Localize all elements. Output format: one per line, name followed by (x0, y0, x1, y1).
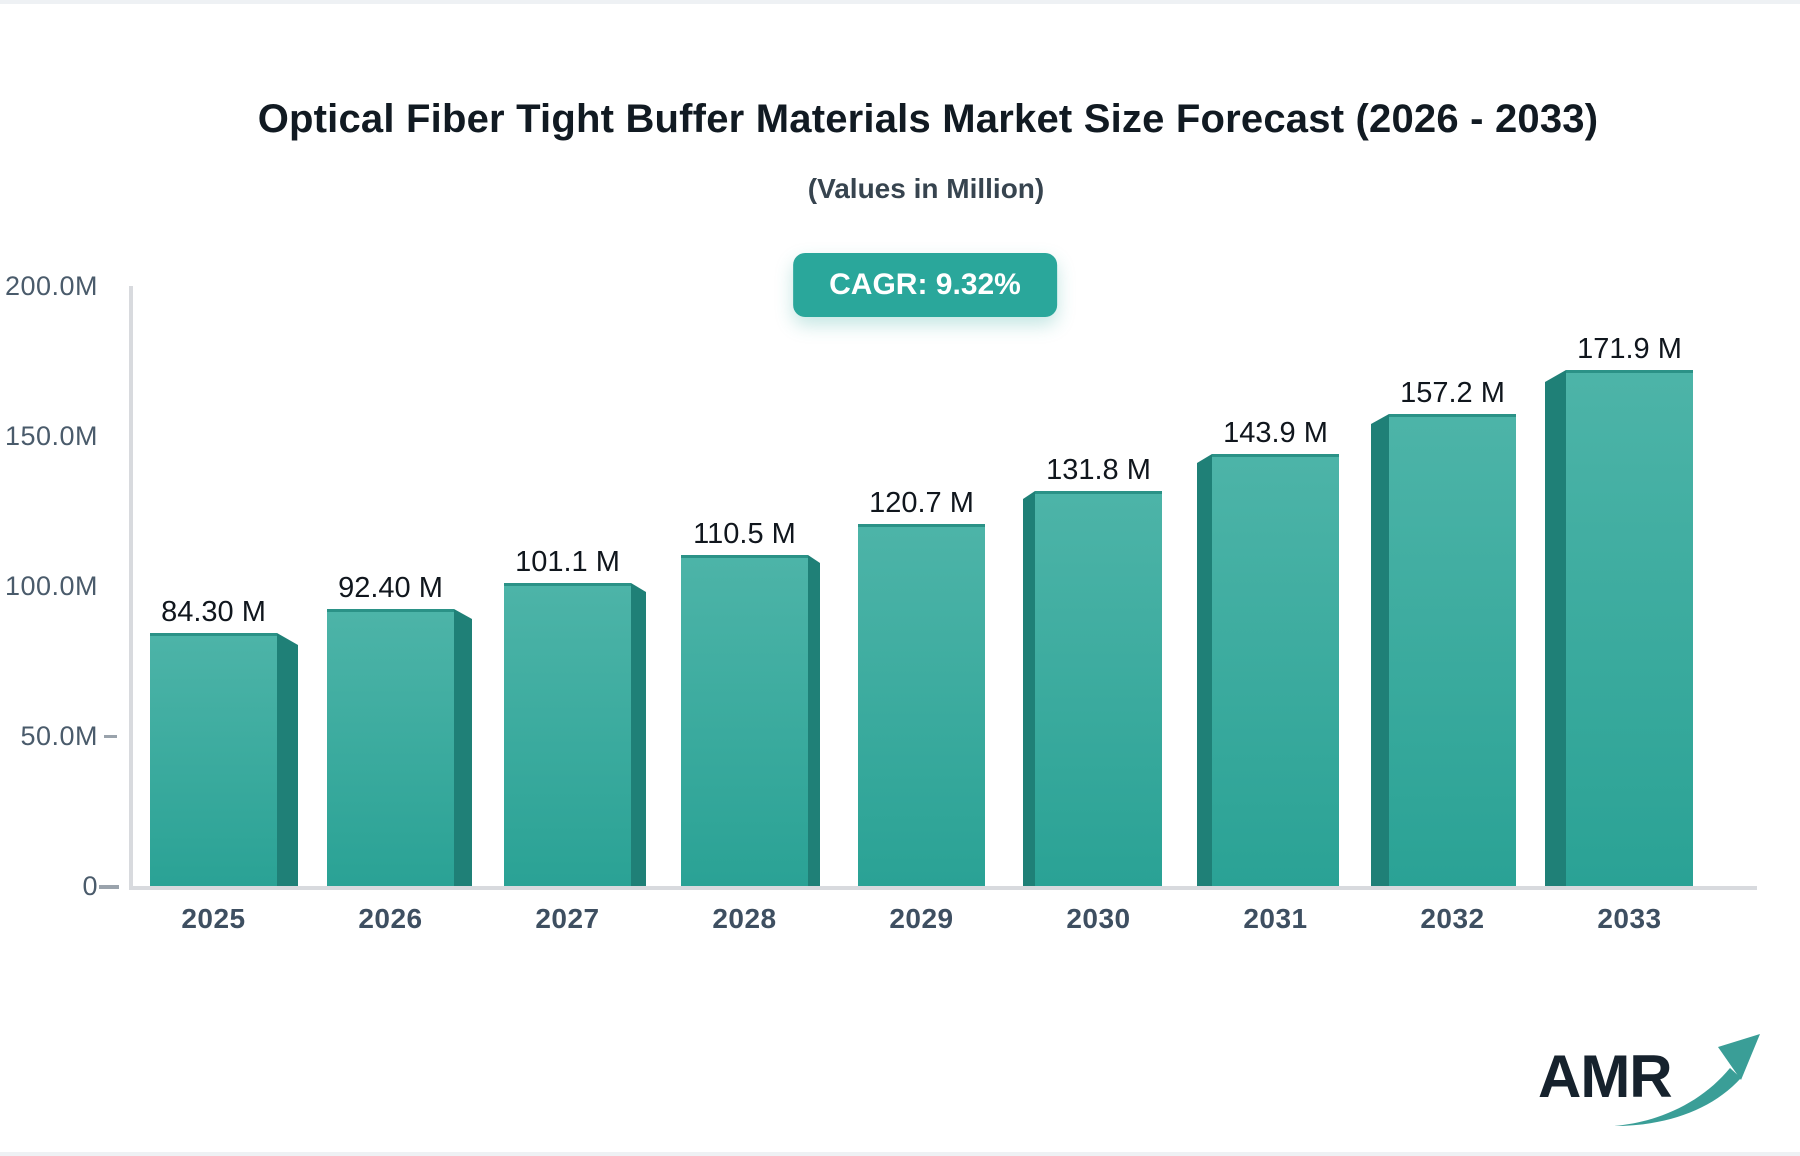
bar-side-face (277, 633, 298, 886)
chart-title: Optical Fiber Tight Buffer Materials Mar… (257, 97, 1599, 141)
bar-top-edge (1389, 414, 1516, 417)
bar-value-label: 131.8 M (1046, 454, 1151, 486)
bar-2025[interactable] (150, 633, 277, 886)
bar-top-edge (1566, 370, 1693, 373)
x-axis-tick-label: 2025 (181, 903, 245, 934)
x-axis-tick-label: 2030 (1066, 903, 1130, 934)
bar-top-edge (1212, 454, 1339, 457)
bar-side-face (808, 555, 820, 886)
bar-top-edge (327, 609, 454, 612)
bar-side-face (1197, 454, 1212, 886)
y-axis-line (129, 286, 133, 890)
bar-side-face (1545, 370, 1566, 886)
bottom-border (0, 1152, 1800, 1156)
bar-side-face (1371, 414, 1389, 886)
x-axis-tick-label: 2027 (535, 903, 599, 934)
amr-logo: AMR (1538, 1028, 1763, 1140)
x-axis-tick-label: 2029 (889, 903, 953, 934)
bar-value-label: 84.30 M (161, 596, 266, 628)
bar-value-label: 120.7 M (869, 487, 974, 519)
amr-logo-text: AMR (1538, 1043, 1673, 1110)
bar-side-face (631, 583, 646, 886)
bar-top-edge (681, 555, 808, 558)
y-axis-tick-mark (104, 735, 117, 738)
bar-top-edge (1035, 491, 1162, 494)
growth-arrow-icon (1614, 1034, 1760, 1126)
cagr-badge: CAGR: 9.32% (793, 253, 1057, 317)
x-axis-tick-label: 2033 (1597, 903, 1661, 934)
y-axis-tick-label: 100.0M (5, 571, 98, 601)
bar-side-face (454, 609, 472, 886)
bar-top-edge (150, 633, 277, 636)
y-axis-tick-label: 0 (82, 871, 98, 901)
bar-value-label: 157.2 M (1400, 377, 1505, 409)
x-axis-tick-label: 2031 (1243, 903, 1307, 934)
bar-value-label: 143.9 M (1223, 417, 1328, 449)
y-axis-tick-mark (99, 885, 119, 889)
x-axis-tick-label: 2026 (358, 903, 422, 934)
bar-side-face (1023, 491, 1035, 886)
x-axis-tick-label: 2032 (1420, 903, 1484, 934)
x-axis-tick-label: 2028 (712, 903, 776, 934)
bar-2026[interactable] (327, 609, 454, 886)
y-axis-tick-label: 150.0M (5, 421, 98, 451)
bar-2030[interactable] (1035, 491, 1162, 886)
bar-value-label: 92.40 M (338, 572, 443, 604)
bar-value-label: 171.9 M (1577, 333, 1682, 365)
bar-top-edge (858, 524, 985, 527)
bar-2031[interactable] (1212, 454, 1339, 886)
bar-2032[interactable] (1389, 414, 1516, 886)
top-border (0, 0, 1800, 4)
bar-2027[interactable] (504, 583, 631, 886)
bar-2029[interactable] (858, 524, 985, 886)
bar-2033[interactable] (1566, 370, 1693, 886)
bar-top-edge (504, 583, 631, 586)
y-axis-tick-label: 50.0M (20, 721, 98, 751)
y-axis-tick-label: 200.0M (5, 271, 98, 301)
x-axis-line (129, 886, 1757, 890)
bar-value-label: 101.1 M (515, 546, 620, 578)
chart-subtitle: (Values in Million) (807, 173, 1045, 204)
bar-value-label: 110.5 M (693, 518, 796, 550)
bar-2028[interactable] (681, 555, 808, 886)
